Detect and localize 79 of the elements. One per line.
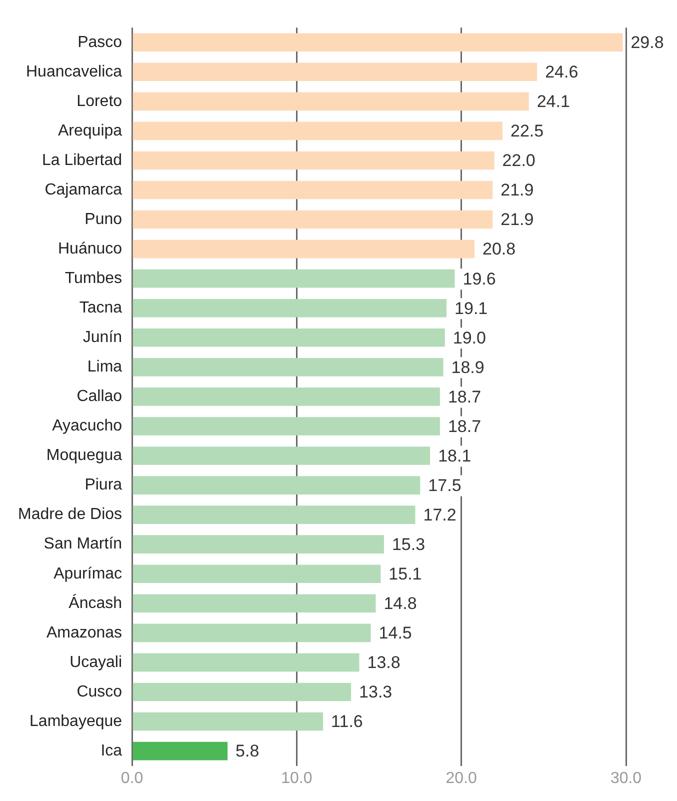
bar: [132, 417, 440, 436]
bar: [132, 33, 623, 52]
y-tick-label: Piura: [84, 476, 122, 494]
data-label: 18.9: [451, 358, 484, 377]
y-tick-label: Ucayali: [70, 654, 122, 671]
y-tick-label: San Martín: [44, 536, 122, 553]
data-label: 24.1: [536, 92, 570, 112]
data-label: 14.8: [384, 594, 417, 614]
data-label: 18.7: [448, 416, 482, 436]
y-tick-label: Amazonas: [46, 624, 122, 642]
y-tick-label: La Libertad: [42, 152, 122, 169]
y-tick-label: Lima: [87, 358, 122, 376]
x-tick-label: 0.0: [120, 770, 144, 787]
data-label: 17.5: [428, 476, 462, 495]
x-tick-label: 30.0: [610, 770, 642, 787]
data-label: 22.0: [502, 151, 536, 170]
y-tick-label: Cajamarca: [44, 181, 122, 198]
data-label: 24.6: [545, 62, 578, 82]
data-label: 11.6: [331, 712, 363, 732]
y-tick-label: Tumbes: [64, 270, 122, 287]
y-tick-label: Cusco: [76, 683, 122, 700]
bar: [132, 151, 494, 170]
data-label: 29.8: [630, 33, 664, 52]
data-label: 19.6: [462, 269, 496, 288]
bar: [132, 328, 445, 347]
bar: [132, 653, 360, 672]
x-tick-label: 10.0: [281, 770, 312, 787]
data-label: 14.5: [378, 624, 412, 643]
data-label: 17.2: [423, 506, 456, 524]
y-tick-label: Loreto: [76, 92, 122, 110]
data-label: 19.1: [454, 298, 488, 318]
y-tick-label: Ayacucho: [52, 418, 122, 435]
y-tick-label: Huancavelica: [26, 63, 122, 80]
data-label: 18.7: [448, 387, 482, 406]
bar: [132, 122, 503, 140]
bar: [132, 210, 493, 229]
bar: [132, 506, 416, 524]
y-tick-label: Arequipa: [58, 122, 122, 140]
bar: [132, 535, 384, 554]
y-tick-label: Apurímac: [54, 565, 122, 582]
y-tick-label: Puno: [84, 210, 122, 228]
y-tick-label: Ica: [100, 742, 122, 760]
bar: [132, 358, 444, 376]
bar: [132, 298, 447, 318]
bar: [132, 476, 420, 494]
bar: [132, 712, 324, 731]
bar: [132, 742, 228, 760]
data-label: 21.9: [500, 210, 534, 230]
y-tick-label: Callao: [76, 388, 122, 406]
data-label: 13.8: [367, 653, 400, 672]
data-label: 22.5: [510, 122, 544, 141]
data-label: 13.3: [359, 682, 392, 702]
bar: [132, 446, 430, 465]
bar: [132, 92, 529, 111]
data-label: 15.3: [392, 535, 426, 554]
y-tick-label: Lambayeque: [30, 712, 122, 730]
y-tick-label: Pasco: [78, 34, 122, 51]
y-tick-label: Áncash: [68, 594, 122, 612]
y-tick-label: Junín: [82, 329, 122, 346]
bar: [132, 594, 376, 613]
y-tick-label: Huánuco: [58, 240, 122, 258]
data-label: 15.1: [388, 564, 422, 584]
bar: [132, 240, 475, 258]
bar: [132, 269, 455, 288]
y-tick-label: Moquegua: [46, 447, 122, 464]
x-tick-label: 20.0: [446, 770, 478, 787]
bar: [132, 180, 493, 200]
bar: [132, 624, 371, 642]
bar: [132, 388, 440, 406]
data-label: 21.9: [500, 180, 534, 200]
bar: [132, 564, 381, 584]
y-tick-label: Madre de Dios: [18, 506, 122, 524]
data-label: 19.0: [452, 328, 486, 348]
data-label: 18.1: [438, 446, 472, 466]
bar: [132, 682, 352, 702]
data-label: 5.8: [236, 742, 260, 761]
bar: [132, 62, 538, 82]
y-tick-label: Tacna: [79, 300, 122, 317]
data-label: 20.8: [482, 240, 516, 259]
